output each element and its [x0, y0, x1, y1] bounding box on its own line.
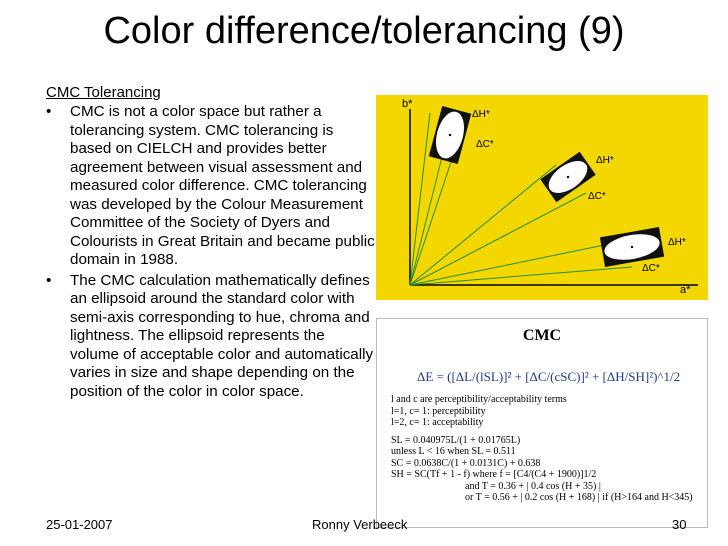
cmc-equation: ΔE = ([ΔL/(lSL)]² + [ΔC/(cSC)]² + [ΔH/SH… [417, 369, 681, 384]
formula-line: unless L < 16 when SL = 0.511 [391, 446, 516, 457]
footer-date: 25-01-2007 [46, 517, 113, 532]
ray-line [409, 266, 633, 286]
bullet-item: • The CMC calculation mathematically def… [46, 272, 376, 402]
b-axis-label: b* [402, 98, 413, 110]
formula-line: l and c are perceptibility/acceptability… [391, 394, 567, 405]
bullet-item: • CMC is not a color space but rather a … [46, 103, 376, 270]
ray-line [409, 112, 431, 286]
formula-line: or T = 0.56 + | 0.2 cos (H + 168) | if (… [465, 492, 693, 503]
tolerance-ellipse [540, 151, 596, 203]
cmc-formula-lines: l and c are perceptibility/acceptability… [391, 394, 701, 504]
bullet-dot: • [46, 103, 52, 120]
delta-h-label: ΔH* [596, 155, 614, 166]
cmc-formula-title: CMC [522, 327, 562, 344]
bullet-text: CMC is not a color space but rather a to… [70, 103, 375, 268]
delta-c-label: ΔC* [476, 139, 494, 150]
a-axis-label: a* [680, 284, 691, 296]
delta-h-label: ΔH* [668, 237, 686, 248]
tolerance-ellipse [428, 106, 472, 164]
bullet-dot: • [46, 271, 52, 289]
figure-background [378, 97, 706, 298]
delta-c-label: ΔC* [588, 191, 606, 202]
delta-c-label: ΔC* [642, 263, 660, 274]
footer-page-number: 30 [672, 517, 687, 532]
formula-line: l=1, c= 1: perceptibility [391, 405, 486, 417]
formula-line: SH = SC(Tf + 1 - f) where f = [C4/(C4 + … [391, 469, 597, 480]
cmc-ellipse-figure: b* a* ΔH* ΔC* ΔH* ΔC* [376, 95, 708, 300]
formula-line: and T = 0.36 + | 0.4 cos (H + 35) | [465, 480, 601, 492]
delta-h-label: ΔH* [472, 109, 490, 120]
ray-line [409, 242, 615, 286]
formula-line: SC = 0.0638C/(1 + 0.0131C) + 0.638 [391, 457, 541, 469]
bullet-list: • CMC is not a color space but rather a … [46, 103, 376, 403]
ray-line [409, 192, 587, 286]
footer-author: Ronny Verbeeck [312, 517, 408, 532]
ellipse-diagram: b* a* ΔH* ΔC* ΔH* ΔC* [378, 97, 706, 298]
section-heading: CMC Tolerancing [46, 84, 161, 101]
formula-line: l=2, c= 1: acceptability [391, 417, 484, 428]
tolerance-ellipse [599, 227, 665, 267]
bullet-text: The CMC calculation mathematically defin… [70, 271, 374, 400]
cmc-formula-box: CMC ΔE = ([ΔL/(lSL)]² + [ΔC/(cSC)]² + [Δ… [376, 318, 708, 528]
slide-title: Color difference/tolerancing (9) [103, 10, 625, 52]
ray-line [409, 164, 557, 286]
formula-line: SL = 0.040975L/(1 + 0.01765L) [391, 434, 521, 446]
